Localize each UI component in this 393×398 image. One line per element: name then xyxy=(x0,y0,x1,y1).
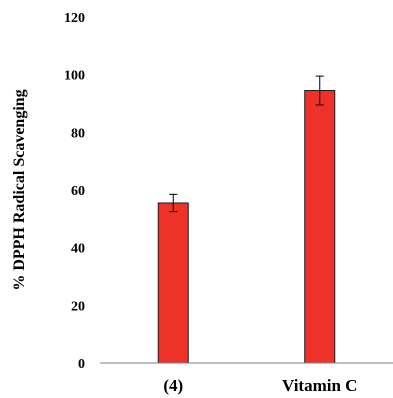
y-tick-label: 60 xyxy=(71,184,85,199)
y-tick-label: 100 xyxy=(64,69,85,84)
x-category-label: (4) xyxy=(163,376,183,395)
y-tick-label: 0 xyxy=(78,357,85,372)
y-tick-label: 40 xyxy=(71,242,85,257)
x-category-label: Vitamin C xyxy=(282,376,357,395)
x-axis-labels: (4) Vitamin C xyxy=(163,376,357,395)
error-bar xyxy=(315,75,324,106)
y-axis-ticks: 0 20 40 60 80 100 120 xyxy=(64,11,85,372)
bar xyxy=(304,90,336,364)
y-tick-label: 80 xyxy=(71,126,85,141)
y-tick-label: 20 xyxy=(71,299,85,314)
error-bars xyxy=(169,75,324,213)
y-axis-title: % DPPH Radical Scavenging xyxy=(11,89,28,290)
bars xyxy=(157,90,336,364)
error-bar xyxy=(169,193,178,213)
y-tick-label: 120 xyxy=(64,11,85,26)
bar xyxy=(157,202,189,364)
